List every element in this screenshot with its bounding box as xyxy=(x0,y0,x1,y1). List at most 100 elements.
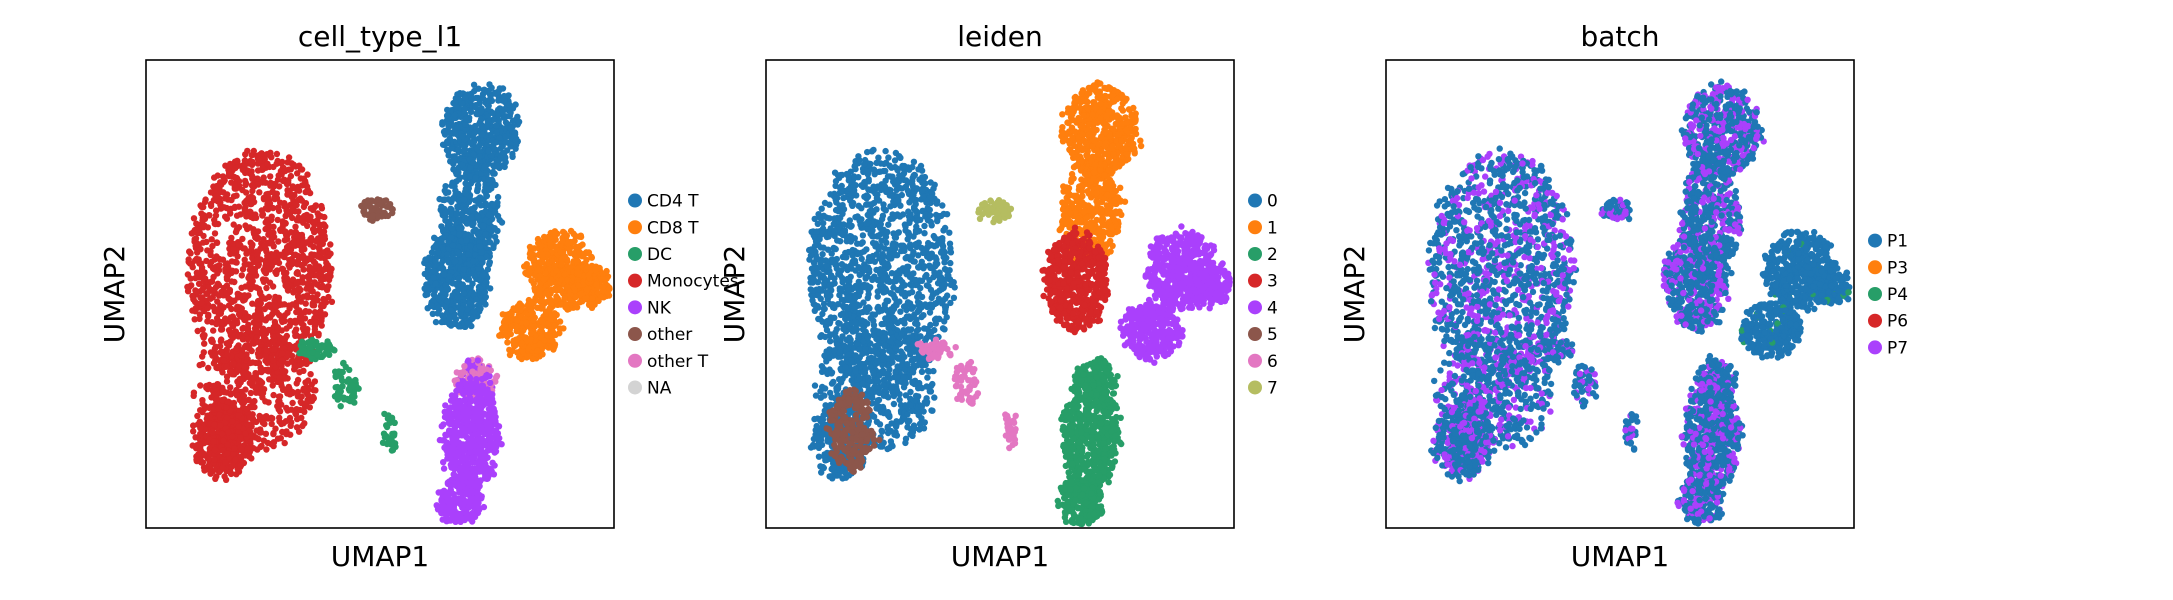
point xyxy=(275,238,282,245)
point xyxy=(243,250,250,257)
point xyxy=(332,392,340,399)
point xyxy=(490,201,497,208)
point xyxy=(526,243,534,251)
point xyxy=(311,218,318,225)
point xyxy=(460,290,468,297)
point xyxy=(210,421,218,428)
point xyxy=(472,104,479,111)
point xyxy=(459,141,466,149)
point xyxy=(223,404,230,411)
point xyxy=(213,320,220,328)
point xyxy=(228,278,235,285)
point xyxy=(233,392,241,399)
panel-title: cell_type_l1 xyxy=(298,20,462,53)
point xyxy=(274,176,282,183)
point xyxy=(311,309,319,316)
point xyxy=(380,430,388,437)
point xyxy=(557,301,564,308)
point xyxy=(274,216,281,224)
point xyxy=(214,298,221,305)
point xyxy=(471,129,478,137)
point xyxy=(538,323,545,331)
point xyxy=(203,238,210,246)
point xyxy=(483,192,491,200)
point xyxy=(572,232,579,240)
point xyxy=(478,249,485,256)
point xyxy=(463,237,470,244)
point xyxy=(284,309,291,316)
point xyxy=(485,97,492,104)
point xyxy=(219,464,227,471)
point xyxy=(203,382,210,390)
point xyxy=(246,379,253,387)
point xyxy=(239,166,246,173)
point xyxy=(606,285,613,293)
point xyxy=(294,270,302,278)
point xyxy=(536,340,544,348)
point xyxy=(304,171,311,178)
point xyxy=(592,266,599,273)
point xyxy=(278,265,286,272)
point xyxy=(201,222,208,229)
point xyxy=(328,298,336,305)
point xyxy=(442,209,449,216)
point xyxy=(252,359,259,367)
point xyxy=(542,308,550,315)
point xyxy=(273,150,281,158)
point xyxy=(211,456,218,463)
point xyxy=(481,374,488,381)
point xyxy=(439,119,446,126)
point xyxy=(252,385,259,392)
point xyxy=(535,240,542,247)
point xyxy=(263,284,270,292)
point xyxy=(432,258,439,265)
point xyxy=(224,450,231,457)
point xyxy=(312,387,319,394)
point xyxy=(491,208,499,216)
point xyxy=(497,154,504,161)
point xyxy=(236,375,243,383)
point xyxy=(379,439,387,446)
point xyxy=(599,270,607,277)
point xyxy=(293,279,300,286)
point xyxy=(291,328,299,336)
point xyxy=(507,311,514,318)
point xyxy=(494,162,501,169)
point xyxy=(193,456,200,463)
point xyxy=(584,264,592,271)
point xyxy=(551,322,558,329)
point xyxy=(260,327,267,335)
point xyxy=(306,284,313,292)
point xyxy=(281,167,289,175)
point xyxy=(496,332,503,339)
point xyxy=(300,367,307,374)
point xyxy=(589,295,596,302)
point xyxy=(477,255,485,262)
point xyxy=(300,350,307,357)
point xyxy=(467,243,474,250)
point xyxy=(297,195,304,202)
point xyxy=(477,365,484,372)
point xyxy=(260,236,267,243)
point xyxy=(566,264,574,271)
point xyxy=(262,179,269,186)
point xyxy=(547,315,554,323)
point xyxy=(297,298,305,305)
point xyxy=(444,298,451,305)
point xyxy=(254,175,261,182)
point xyxy=(210,382,217,390)
point xyxy=(265,221,272,228)
point xyxy=(213,185,220,192)
point xyxy=(261,420,268,428)
point xyxy=(249,300,256,307)
point xyxy=(233,175,240,182)
point xyxy=(218,336,225,343)
point xyxy=(387,441,395,448)
point xyxy=(201,332,208,339)
point xyxy=(279,428,286,436)
point xyxy=(247,359,254,367)
point xyxy=(270,333,277,340)
point xyxy=(235,423,242,430)
point xyxy=(482,231,489,238)
point xyxy=(312,262,320,269)
